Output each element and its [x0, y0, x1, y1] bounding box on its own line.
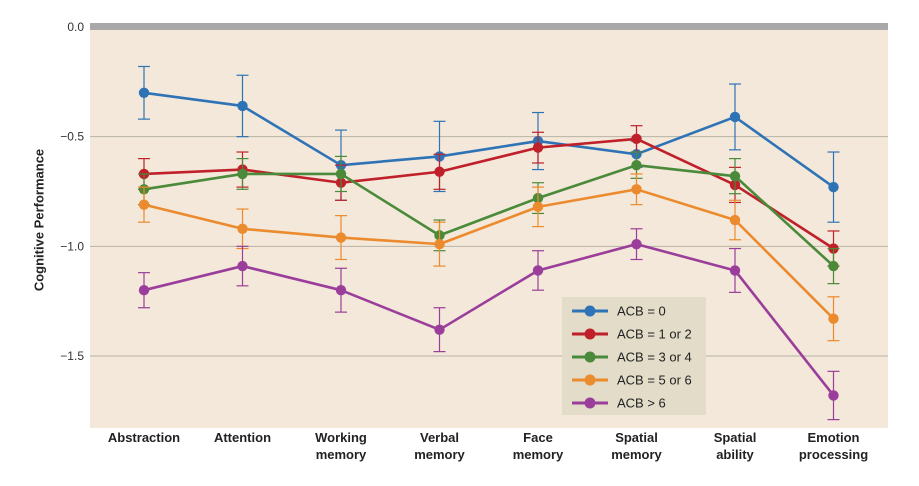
data-point [138, 87, 150, 99]
data-point [434, 324, 445, 335]
legend-item: ACB = 5 or 6 [572, 373, 692, 388]
legend-swatch-marker [584, 351, 596, 363]
x-axis-categories: Abstraction Attention Working memory Verbal m… [108, 430, 868, 462]
x-tick-label: Spatial ability [714, 430, 757, 462]
legend-item: ACB > 6 [572, 396, 666, 411]
plot-background [90, 28, 888, 428]
legend-label: ACB > 6 [617, 396, 666, 411]
series-line [143, 137, 835, 250]
data-point [335, 285, 347, 296]
data-point [828, 313, 839, 324]
legend-item: ACB = 0 [572, 304, 666, 319]
data-point [532, 142, 544, 153]
x-tick-label: Spatial memory [611, 430, 662, 462]
x-tick-label: Working memory [315, 430, 367, 462]
legend-label: ACB = 3 or 4 [617, 350, 692, 365]
data-point [237, 168, 248, 180]
series-3 [138, 151, 840, 285]
x-tick-label: Verbal memory [414, 430, 465, 462]
y-tick-label: −1.5 [60, 349, 84, 363]
data-point [138, 285, 150, 296]
data-point [237, 223, 248, 234]
legend-swatch-marker [584, 328, 596, 340]
series-5 [138, 228, 840, 421]
y-tick-label: 0.0 [67, 20, 84, 34]
data-point [335, 232, 347, 243]
series-line [143, 91, 835, 189]
y-tick-label: −0.5 [60, 130, 84, 144]
legend-item: ACB = 1 or 2 [572, 327, 692, 342]
legend-swatch-marker [584, 374, 596, 386]
legend-swatch-marker [584, 305, 596, 317]
data-point [631, 159, 642, 171]
series-layer [138, 65, 840, 421]
gridlines [90, 136, 888, 357]
series-line [143, 188, 835, 320]
series-4 [138, 173, 840, 342]
top-border [90, 23, 888, 30]
data-point [729, 170, 741, 182]
legend-item: ACB = 3 or 4 [572, 350, 692, 365]
y-tick-label: −1.0 [60, 239, 84, 253]
data-point [434, 166, 445, 177]
data-point [532, 201, 544, 213]
data-point [729, 111, 741, 123]
legend-swatch-marker [584, 397, 596, 409]
data-point [828, 181, 839, 193]
x-tick-label: Emotion processing [799, 430, 868, 462]
data-point [631, 238, 642, 250]
data-point [138, 199, 150, 210]
data-point [237, 100, 248, 112]
data-point [631, 133, 642, 145]
data-point [335, 168, 347, 180]
data-point [828, 260, 839, 272]
legend-label: ACB = 0 [617, 304, 666, 319]
data-point [828, 390, 839, 401]
legend: ACB = 0 ACB = 1 or 2 ACB = 3 or 4 ACB = 5 o… [562, 297, 706, 415]
x-tick-label: Face memory [513, 430, 564, 462]
data-point [237, 260, 248, 272]
legend-label: ACB = 5 or 6 [617, 373, 692, 388]
series-line [143, 242, 835, 397]
data-point [729, 265, 741, 276]
data-point [434, 238, 445, 250]
x-tick-label: Abstraction [108, 430, 180, 445]
series-line [143, 163, 835, 268]
x-tick-label: Attention [214, 430, 271, 445]
y-axis-label: Cognitive Performance [31, 149, 46, 291]
data-point [729, 214, 741, 226]
y-axis: 0.0 −0.5 −1.0 −1.5 [60, 20, 84, 363]
legend-label: ACB = 1 or 2 [617, 327, 692, 342]
data-point [532, 265, 544, 276]
data-point [631, 184, 642, 195]
